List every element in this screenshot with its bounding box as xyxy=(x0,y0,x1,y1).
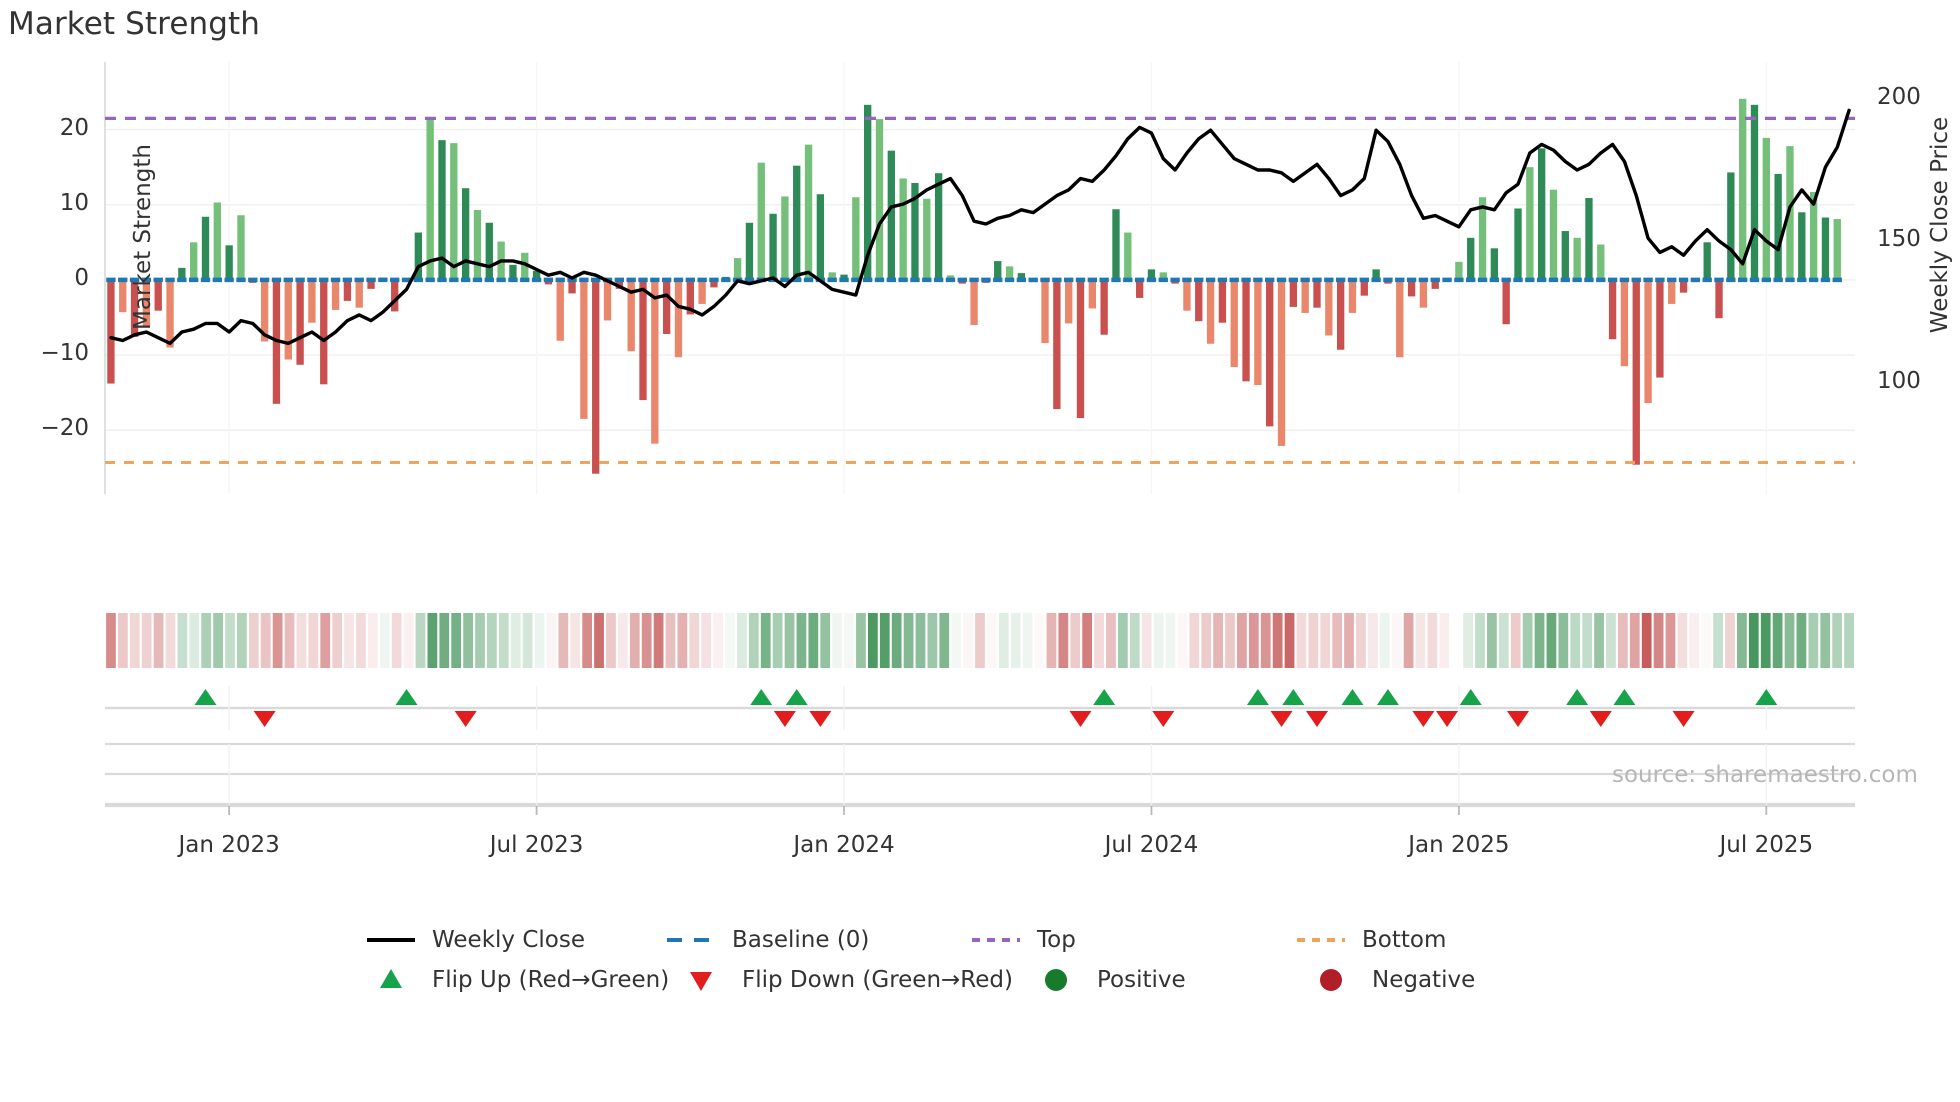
legend-label: Negative xyxy=(1372,967,1476,993)
y-axis-left-tick: 0 xyxy=(74,264,89,291)
y-axis-right-tick: 100 xyxy=(1877,368,1921,395)
legend-item[interactable]: Bottom xyxy=(1290,927,1590,953)
heat-strip-svg xyxy=(106,613,1854,668)
flip-marker-band xyxy=(105,686,1855,730)
legend-circle-icon xyxy=(1025,967,1087,993)
legend-solid-line-icon xyxy=(360,927,422,953)
legend-item[interactable]: Flip Down (Green→Red) xyxy=(670,967,1025,993)
legend-row-1: Weekly Close Baseline (0) Top Bottom xyxy=(360,920,1660,960)
legend-item[interactable]: Negative xyxy=(1300,967,1570,993)
legend-circle-icon xyxy=(1300,967,1362,993)
y-axis-left-tick: −10 xyxy=(40,340,89,366)
x-axis-tick-label: Jul 2024 xyxy=(1104,832,1199,858)
x-axis-tick-label: Jul 2025 xyxy=(1719,832,1814,858)
legend-item[interactable]: Weekly Close xyxy=(360,927,660,953)
x-axis-ticks-svg xyxy=(105,804,1855,815)
y-axis-left-tick: 10 xyxy=(59,189,89,216)
legend-item[interactable]: Positive xyxy=(1025,967,1300,993)
y-axis-left-tick: −20 xyxy=(40,415,89,442)
legend-label: Top xyxy=(1037,927,1076,953)
legend-item[interactable]: Top xyxy=(965,927,1290,953)
legend-triangle-down-icon xyxy=(670,967,732,993)
x-axis-tick-label: Jan 2024 xyxy=(793,832,895,858)
y-axis-left-tick: 20 xyxy=(59,114,89,141)
legend-item[interactable]: Flip Up (Red→Green) xyxy=(360,967,670,993)
market-strength-bars-svg xyxy=(104,62,1855,494)
x-axis: Jan 2023 Jul 2023 Jan 2024 Jul 2024 Jan 2025… xyxy=(105,804,1855,876)
legend-dashed-line-icon xyxy=(660,927,722,953)
x-axis-tick-label: Jan 2025 xyxy=(1408,832,1510,858)
legend-label: Weekly Close xyxy=(432,927,585,953)
chart-title: Market Strength xyxy=(8,6,261,42)
legend-label: Bottom xyxy=(1362,927,1447,953)
flip-marker-svg xyxy=(105,686,1855,730)
legend-dotted-line-icon xyxy=(1290,927,1352,953)
legend-label: Positive xyxy=(1097,967,1186,993)
legend-label: Baseline (0) xyxy=(732,927,870,953)
legend-label: Flip Up (Red→Green) xyxy=(432,967,670,993)
x-axis-tick-label: Jan 2023 xyxy=(178,832,280,858)
legend-triangle-up-icon xyxy=(360,967,422,993)
weekly-heat-strip xyxy=(105,611,1855,670)
source-caption: source: sharemaestro.com xyxy=(1612,762,1918,788)
x-axis-tick-label: Jul 2023 xyxy=(489,832,584,858)
lower-axes-svg xyxy=(105,742,1855,806)
main-plot-area: Market Strength Weekly Close Price 20 10 0… xyxy=(40,62,1953,494)
legend-row-2: Flip Up (Red→Green) Flip Down (Green→Red)… xyxy=(360,960,1660,1000)
lower-axes-band xyxy=(105,742,1855,806)
legend-dotted-line-icon xyxy=(965,927,1027,953)
chart-legend: Weekly Close Baseline (0) Top Bottom Flip U… xyxy=(360,920,1660,1000)
y-axis-right-tick: 150 xyxy=(1877,226,1921,253)
legend-label: Flip Down (Green→Red) xyxy=(742,967,1013,993)
y-axis-right-tick: 200 xyxy=(1877,83,1921,110)
legend-item[interactable]: Baseline (0) xyxy=(660,927,965,953)
y-axis-left-label: Market Strength xyxy=(130,144,156,330)
y-axis-right-label: Weekly Close Price xyxy=(1927,116,1953,334)
